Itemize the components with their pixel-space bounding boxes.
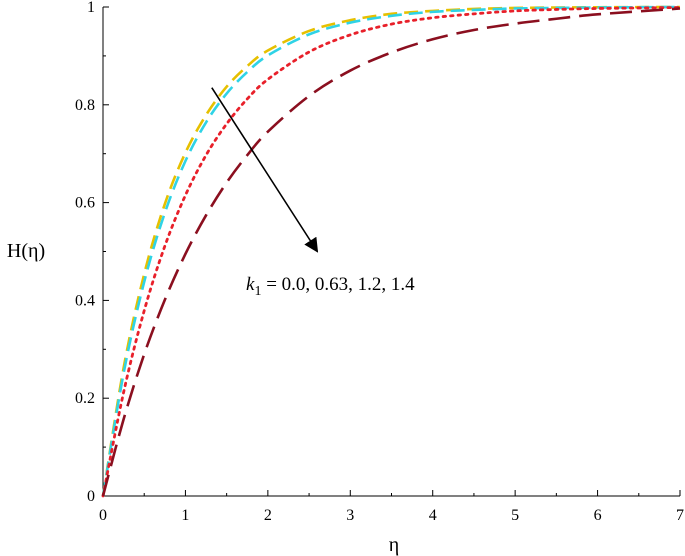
y-tick-label: 0.2 (75, 390, 95, 407)
y-tick-label: 0.4 (75, 292, 95, 309)
annotation-group: k1 = 0.0, 0.63, 1.2, 1.4 (211, 87, 415, 299)
x-tick-label: 4 (429, 507, 437, 524)
series-line-3 (101, 6, 682, 498)
annotation-values: = 0.0, 0.63, 1.2, 1.4 (261, 274, 415, 295)
x-axis-label: η (389, 534, 399, 556)
y-axis-label: H(η) (7, 240, 45, 262)
y-tick-label: 0.6 (75, 195, 95, 212)
y-tick-label: 0.8 (75, 97, 95, 114)
x-tick-label: 6 (594, 507, 602, 524)
axes: 0 1 2 3 4 5 6 7 0 0.2 0.4 0.6 0.8 1 (75, 0, 684, 524)
series-group (101, 5, 682, 498)
annotation-variable: k (246, 274, 255, 295)
trend-arrow (211, 87, 319, 253)
y-tick-label: 1 (87, 0, 95, 16)
series-line-4 (101, 7, 681, 497)
x-tick-label: 2 (264, 507, 272, 524)
x-tick-label: 7 (676, 507, 684, 524)
x-tick-label: 3 (346, 507, 354, 524)
y-tick-label: 0 (87, 488, 95, 505)
x-tick-label: 5 (511, 507, 519, 524)
annotation-subscript: 1 (254, 284, 261, 299)
series-line-2 (101, 5, 681, 497)
annotation-label: k1 = 0.0, 0.63, 1.2, 1.4 (246, 274, 415, 299)
x-tick-label: 0 (99, 507, 107, 524)
series-line-1 (101, 5, 681, 497)
x-tick-label: 1 (181, 507, 189, 524)
